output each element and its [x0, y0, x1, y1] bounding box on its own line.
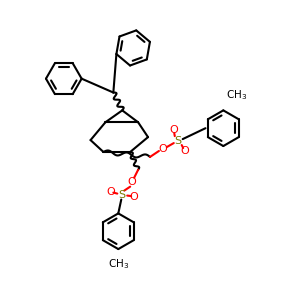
Text: S: S: [119, 190, 126, 200]
Text: O: O: [169, 125, 178, 135]
Text: O: O: [106, 187, 115, 196]
Text: CH$_3$: CH$_3$: [226, 88, 247, 102]
Text: O: O: [130, 192, 139, 202]
Text: O: O: [128, 177, 136, 187]
Text: O: O: [180, 146, 189, 156]
Text: CH$_3$: CH$_3$: [108, 257, 129, 271]
Text: S: S: [174, 136, 181, 146]
Text: O: O: [158, 144, 167, 154]
